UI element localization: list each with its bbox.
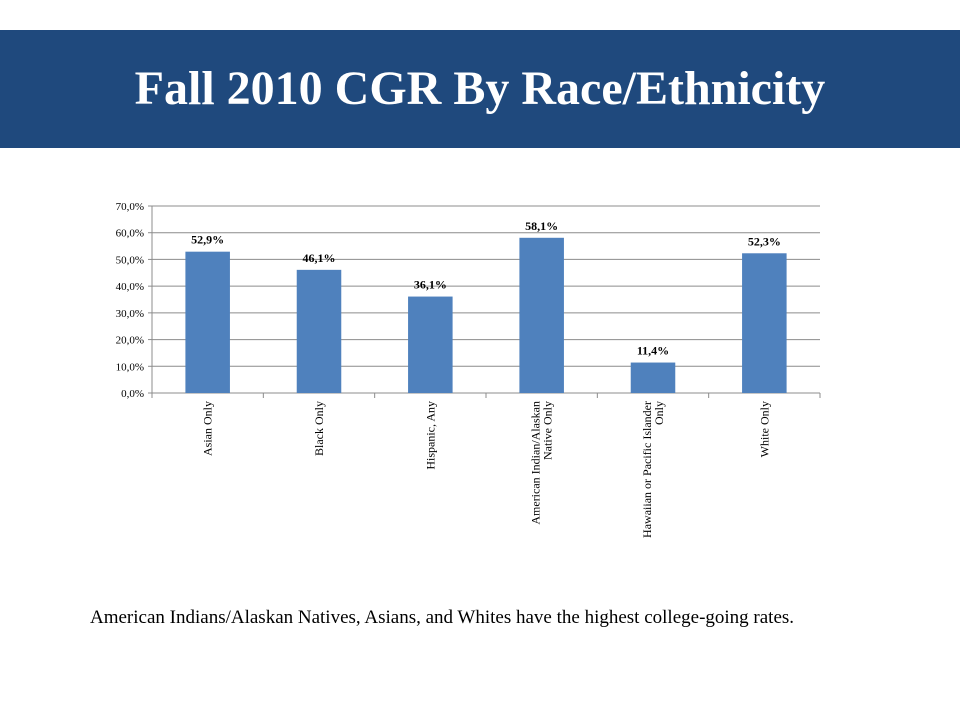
bar (296, 269, 342, 393)
bar (630, 362, 676, 393)
y-tick-label: 30,0% (116, 308, 144, 320)
slide-caption: American Indians/Alaskan Natives, Asians… (90, 607, 795, 628)
y-tick-label: 70,0% (116, 201, 144, 213)
x-category-label: White Only (757, 401, 771, 457)
slide-title: Fall 2010 CGR By Race/Ethnicity (134, 62, 826, 115)
x-category-label: Asian Only (201, 401, 215, 456)
title-bar: Fall 2010 CGR By Race/Ethnicity (0, 30, 960, 148)
bar-chart: 0,0% 10,0% 20,0% 30,0% 40,0% 50,0% 60,0% 70,0% 5… (116, 201, 821, 538)
bar (185, 251, 230, 393)
data-label: 11,4% (637, 344, 669, 358)
x-category-label: Hispanic, Any (423, 401, 437, 470)
y-tick-label: 60,0% (116, 228, 144, 240)
bar (519, 237, 564, 393)
x-category-label: American Indian/Alaskan (529, 401, 543, 525)
x-category-label: Black Only (312, 401, 326, 456)
data-label: 58,1% (525, 219, 558, 233)
y-tick-label: 10,0% (116, 361, 144, 373)
data-label: 52,9% (191, 233, 224, 247)
y-tick-label: 50,0% (116, 254, 144, 266)
x-category-label: Native Only (541, 401, 555, 460)
chart-container: 0,0% 10,0% 20,0% 30,0% 40,0% 50,0% 60,0% 70,0% 5… (90, 188, 850, 588)
bar (742, 253, 787, 393)
data-label: 46,1% (303, 251, 336, 265)
data-label: 36,1% (414, 278, 447, 292)
data-label: 52,3% (748, 234, 781, 248)
x-category-label: Hawaiian or Pacific Islander (640, 401, 654, 538)
y-tick-label: 40,0% (116, 281, 144, 293)
y-tick-label: 0,0% (121, 388, 144, 400)
y-tick-label: 20,0% (116, 335, 144, 347)
x-category-label: Only (652, 401, 666, 425)
bar (408, 296, 453, 393)
